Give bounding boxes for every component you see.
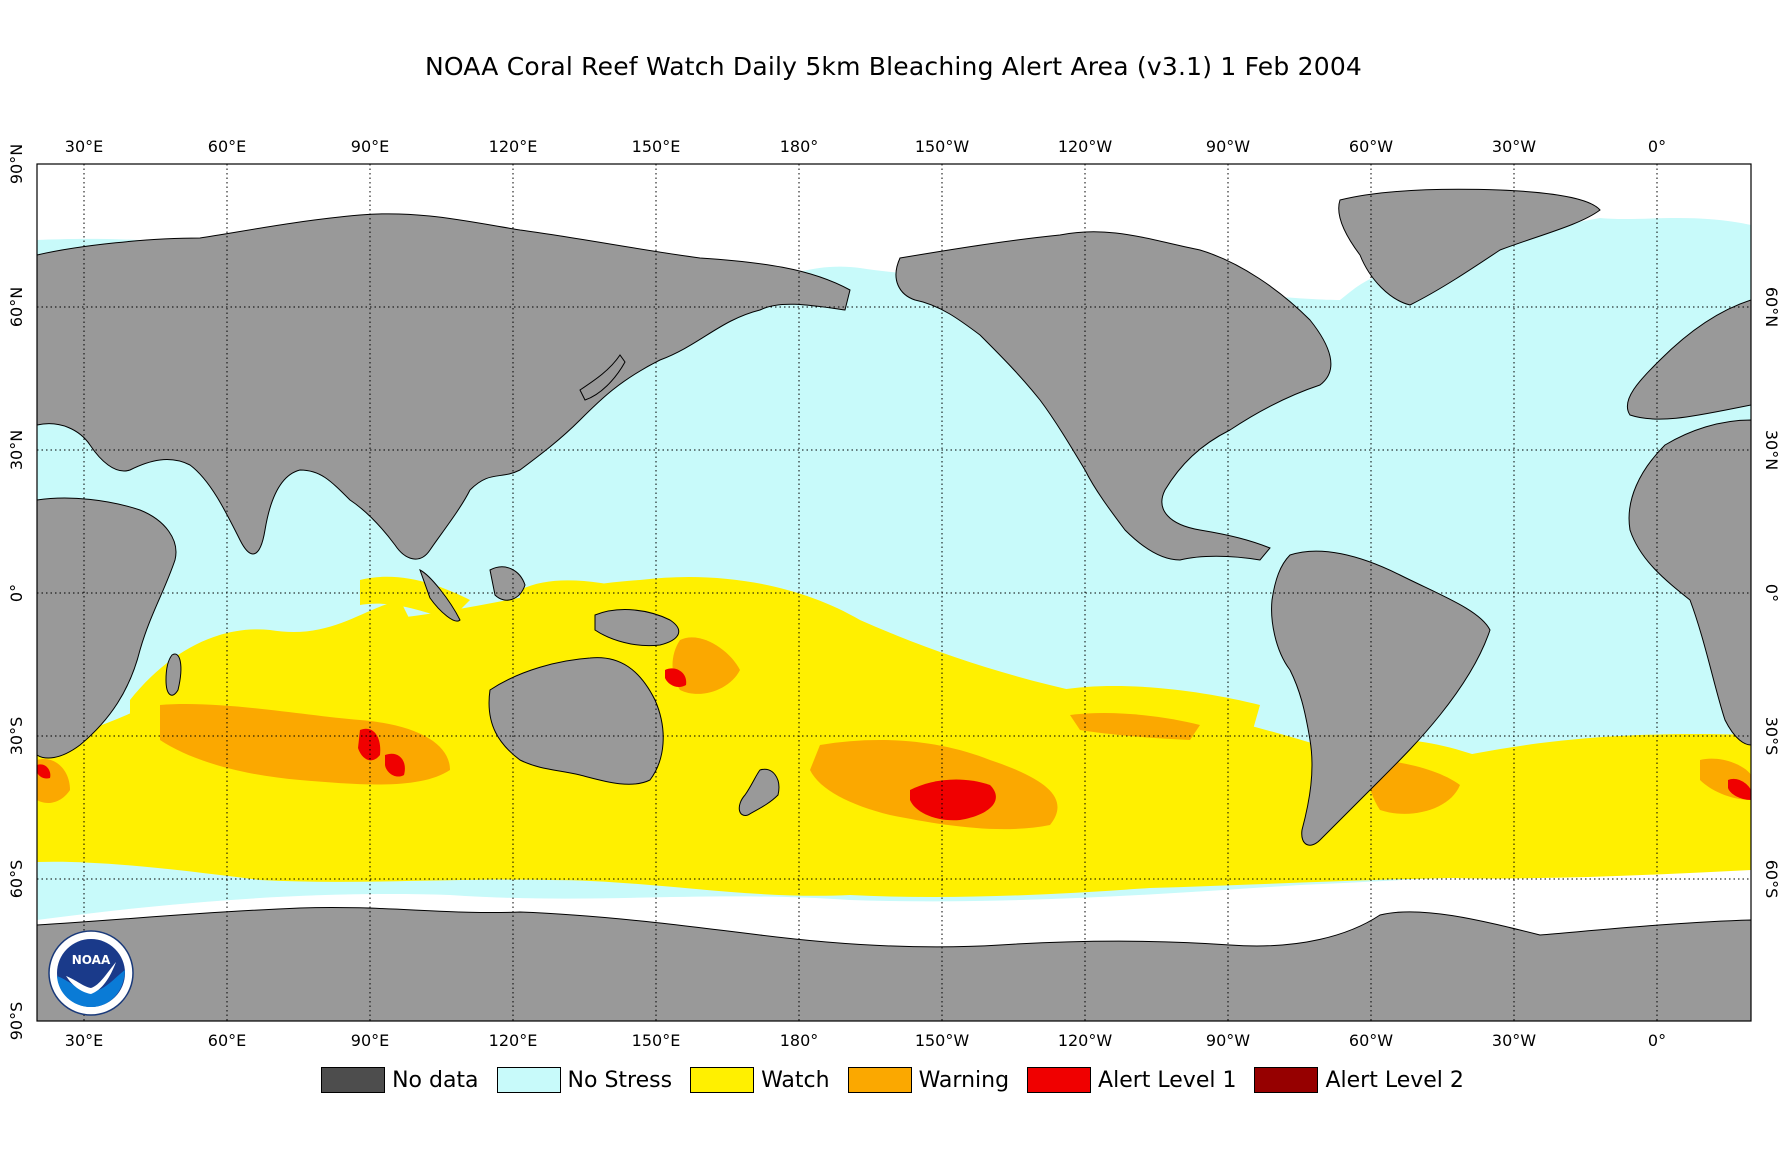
lon-ticks-bottom: 30°E 60°E 90°E 120°E 150°E 180° 150°W 12… <box>65 1031 1666 1050</box>
legend-label: Watch <box>761 1067 830 1093</box>
lat-tick-left: 90°S <box>7 1002 26 1041</box>
north-america-landmass <box>895 231 1332 561</box>
lon-tick-top: 30°E <box>65 137 103 156</box>
legend-item-no-stress: No Stress <box>496 1067 673 1093</box>
map-frame <box>36 163 1752 1022</box>
legend: No data No Stress Watch Warning Alert Le… <box>0 1062 1787 1098</box>
new-guinea-landmass <box>594 609 680 647</box>
legend-swatch <box>496 1067 561 1093</box>
madagascar-landmass <box>165 653 182 696</box>
lon-tick-bottom: 30°W <box>1492 1031 1536 1050</box>
lon-tick-bottom: 120°E <box>489 1031 538 1050</box>
lat-tick-left: 30°N <box>7 430 26 470</box>
legend-label: No Stress <box>567 1067 673 1093</box>
lon-tick-bottom: 150°W <box>915 1031 970 1050</box>
lat-tick-left: 60°S <box>7 860 26 899</box>
lon-tick-top: 180° <box>780 137 819 156</box>
bleaching-alert-map: 30°E 60°E 90°E 120°E 150°E 180° 150°W 12… <box>7 137 1781 1050</box>
noaa-logo: NOAA <box>48 930 134 1016</box>
legend-swatch <box>1027 1067 1092 1093</box>
legend-item-alert-level-1: Alert Level 1 <box>1027 1067 1236 1093</box>
lon-tick-bottom: 90°E <box>351 1031 389 1050</box>
lon-tick-top: 90°W <box>1206 137 1250 156</box>
sumatra-landmass <box>419 568 461 622</box>
lon-tick-top: 0° <box>1648 137 1666 156</box>
lat-tick-right: 60°N <box>1762 287 1781 327</box>
lon-tick-top: 60°W <box>1349 137 1393 156</box>
lon-tick-bottom: 60°W <box>1349 1031 1393 1050</box>
lat-tick-right: 30°S <box>1762 717 1781 756</box>
land-masses <box>37 188 1751 1021</box>
lat-tick-right: 60°S <box>1762 860 1781 899</box>
lon-tick-top: 150°W <box>915 137 970 156</box>
lon-tick-top: 30°W <box>1492 137 1536 156</box>
antarctica-landmass <box>37 906 1751 1021</box>
lat-tick-left: 60°N <box>7 287 26 327</box>
europe-landmass <box>1626 299 1751 420</box>
map-title: NOAA Coral Reef Watch Daily 5km Bleachin… <box>424 52 1363 81</box>
lon-tick-bottom: 120°W <box>1058 1031 1113 1050</box>
lon-tick-bottom: 90°W <box>1206 1031 1250 1050</box>
south-america-landmass <box>1271 550 1491 846</box>
borneo-landmass <box>489 566 526 601</box>
legend-label: Alert Level 1 <box>1098 1067 1237 1093</box>
lat-tick-left: 90°N <box>7 144 26 184</box>
africa-west-landmass <box>1628 419 1751 746</box>
eurasia-landmass <box>37 213 851 560</box>
lon-tick-top: 150°E <box>632 137 681 156</box>
graticule <box>37 164 1751 1021</box>
legend-swatch <box>1254 1067 1319 1093</box>
arctic-ice-region <box>37 164 1751 372</box>
lat-ticks-left: 90°N 60°N 30°N 0° 30°S 60°S 90°S <box>7 144 26 1040</box>
greenland-landmass <box>1338 188 1601 306</box>
lat-tick-right: 0° <box>1762 584 1781 602</box>
legend-item-alert-level-2: Alert Level 2 <box>1254 1067 1464 1093</box>
legend-swatch <box>321 1067 386 1093</box>
lon-tick-bottom: 30°E <box>65 1031 103 1050</box>
legend-swatch <box>847 1067 912 1093</box>
lon-ticks-top: 30°E 60°E 90°E 120°E 150°E 180° 150°W 12… <box>65 137 1666 156</box>
legend-item-no-data: No data <box>321 1067 479 1093</box>
africa-landmass <box>37 497 177 759</box>
legend-item-warning: Warning <box>847 1067 1010 1093</box>
lon-tick-bottom: 0° <box>1648 1031 1666 1050</box>
lon-tick-top: 60°E <box>208 137 246 156</box>
lon-tick-bottom: 180° <box>780 1031 819 1050</box>
logo-text: NOAA <box>72 953 111 967</box>
australia-landmass <box>488 657 664 785</box>
lon-tick-bottom: 150°E <box>632 1031 681 1050</box>
new-zealand-landmass <box>738 768 780 816</box>
lon-tick-top: 120°E <box>489 137 538 156</box>
legend-label: Alert Level 2 <box>1325 1067 1464 1093</box>
japan-landmass <box>579 354 626 401</box>
lat-tick-right: 30°N <box>1762 430 1781 470</box>
legend-label: Warning <box>918 1067 1010 1093</box>
lon-tick-top: 120°W <box>1058 137 1113 156</box>
legend-swatch <box>690 1067 755 1093</box>
lat-ticks-right: 60°N 30°N 0° 30°S 60°S <box>1762 287 1781 898</box>
legend-label: No data <box>392 1067 479 1093</box>
lon-tick-bottom: 60°E <box>208 1031 246 1050</box>
lat-tick-left: 0° <box>7 584 26 602</box>
lon-tick-top: 90°E <box>351 137 389 156</box>
legend-item-watch: Watch <box>690 1067 830 1093</box>
lat-tick-left: 30°S <box>7 717 26 756</box>
